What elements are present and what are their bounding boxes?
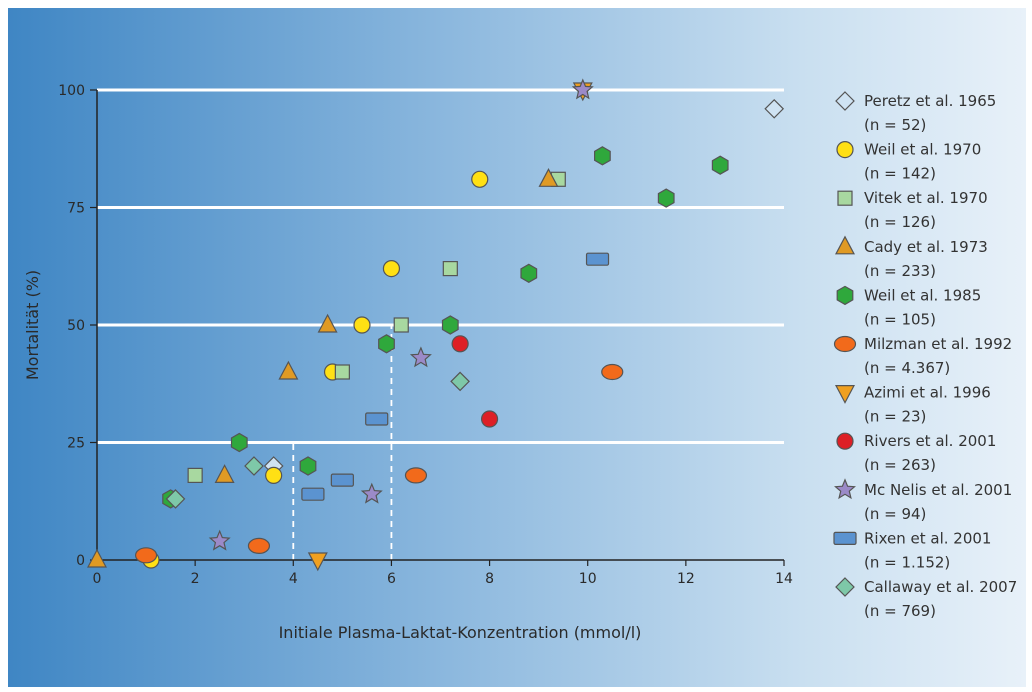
data-point: [366, 413, 388, 425]
y-axis-title: Mortalität (%): [23, 270, 42, 380]
x-tick-label: 12: [677, 571, 695, 587]
data-point: [712, 156, 728, 174]
legend-series-name: Cady et al. 1973: [864, 238, 988, 256]
data-point: [595, 147, 611, 165]
x-tick-label: 8: [485, 571, 494, 587]
legend-series-n: (n = 126): [864, 213, 936, 231]
data-point: [383, 261, 399, 277]
data-point: [302, 488, 324, 500]
legend-series-name: Peretz et al. 1965: [864, 92, 996, 110]
legend-series-name: Rivers et al. 2001: [864, 432, 996, 450]
data-point: [354, 317, 370, 333]
legend-series-name: Weil et al. 1970: [864, 141, 981, 159]
data-point: [443, 316, 459, 334]
legend-series-n: (n = 769): [864, 602, 936, 620]
legend-series-n: (n = 233): [864, 262, 936, 280]
legend-series-n: (n = 4.367): [864, 359, 950, 377]
y-tick-label: 75: [67, 201, 85, 217]
legend-marker: [838, 191, 852, 205]
legend-marker: [837, 286, 853, 304]
data-point: [443, 262, 457, 276]
data-point: [379, 335, 395, 353]
data-point: [658, 189, 674, 207]
data-point: [331, 474, 353, 486]
y-tick-label: 100: [58, 83, 85, 99]
data-point: [300, 457, 316, 475]
data-point: [335, 365, 349, 379]
data-point: [405, 468, 426, 483]
legend-marker: [837, 433, 853, 449]
legend-marker: [837, 142, 853, 158]
legend-series-n: (n = 1.152): [864, 553, 950, 571]
x-axis-title: Initiale Plasma-Laktat-Konzentration (mm…: [279, 623, 642, 642]
data-point: [248, 538, 269, 553]
x-tick-label: 4: [289, 571, 298, 587]
x-tick-label: 10: [579, 571, 597, 587]
data-point: [472, 171, 488, 187]
data-point: [136, 548, 157, 563]
legend-series-n: (n = 263): [864, 456, 936, 474]
legend-series-name: Rixen et al. 2001: [864, 529, 991, 547]
x-tick-label: 14: [775, 571, 793, 587]
data-point: [587, 253, 609, 265]
data-point: [394, 318, 408, 332]
legend-series-n: (n = 142): [864, 165, 936, 183]
data-point: [188, 468, 202, 482]
legend-series-name: Weil et al. 1985: [864, 286, 981, 304]
legend-series-name: Callaway et al. 2007: [864, 578, 1017, 596]
x-tick-label: 0: [93, 571, 102, 587]
legend-marker: [834, 532, 856, 544]
y-tick-label: 0: [76, 553, 85, 569]
y-tick-label: 25: [67, 436, 85, 452]
legend-series-name: Vitek et al. 1970: [864, 189, 988, 207]
data-point: [452, 336, 468, 352]
legend-series-n: (n = 52): [864, 116, 926, 134]
data-point: [602, 365, 623, 380]
data-point: [232, 434, 248, 452]
legend-series-name: Mc Nelis et al. 2001: [864, 481, 1012, 499]
data-point: [482, 411, 498, 427]
legend-marker: [835, 337, 856, 352]
legend-series-n: (n = 23): [864, 408, 926, 426]
x-tick-label: 6: [387, 571, 396, 587]
x-tick-label: 2: [191, 571, 200, 587]
data-point: [266, 467, 282, 483]
legend-series-n: (n = 105): [864, 310, 936, 328]
y-tick-label: 50: [67, 318, 85, 334]
legend-series-n: (n = 94): [864, 505, 926, 523]
data-point: [521, 264, 537, 282]
legend-series-name: Azimi et al. 1996: [864, 384, 991, 402]
legend-series-name: Milzman et al. 1992: [864, 335, 1012, 353]
